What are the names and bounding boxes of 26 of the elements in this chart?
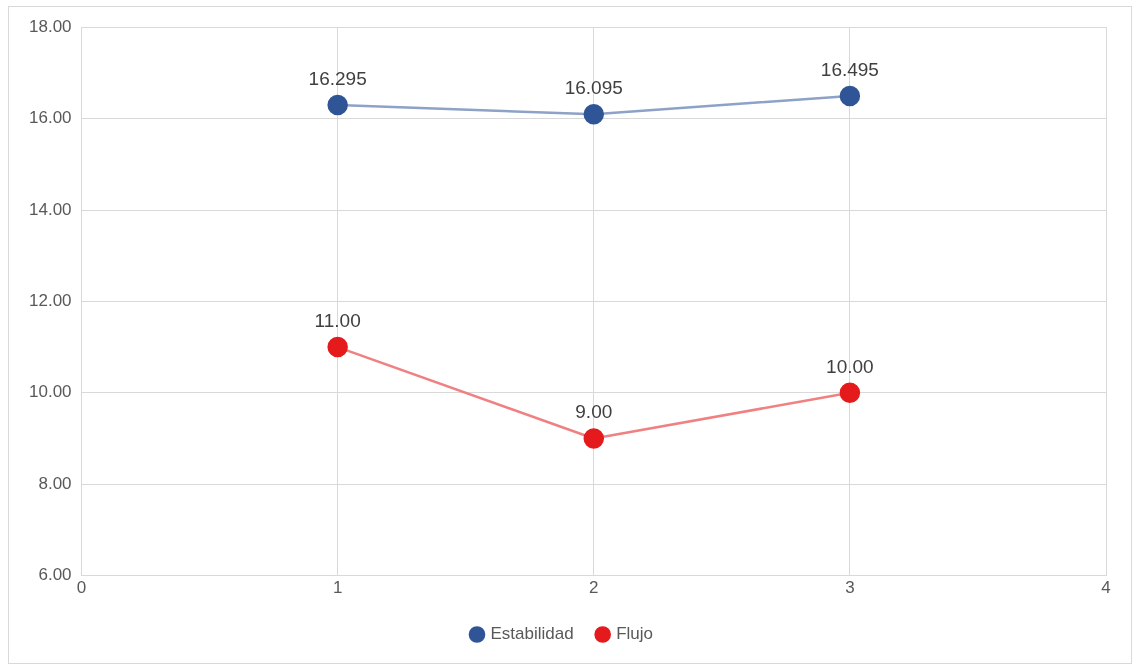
data-label: 16.095 [564,76,623,98]
x-tick-label: 1 [332,578,343,598]
x-tick-label: 2 [589,578,599,598]
y-tick-label: 10.00 [28,382,72,402]
y-tick-label: 6.00 [38,565,72,585]
point [327,94,348,116]
y-tick-label: 18.00 [28,16,72,36]
point [839,382,861,404]
x-tick-label: 0 [76,578,87,598]
x-tick-label: 3 [845,578,855,598]
data-label: 10.00 [826,355,874,377]
point [583,428,605,449]
legend-label: Flujo [616,624,654,644]
y-tick-label: 16.00 [28,108,72,128]
y-tick-label: 14.00 [28,199,72,219]
data-label: 11.00 [314,309,361,331]
point [327,336,348,358]
data-label: 9.00 [575,401,613,423]
x-tick-label: 4 [1101,578,1111,598]
data-label: 16.295 [308,67,367,89]
y-tick-label: 12.00 [28,291,72,311]
legend-label: Estabilidad [490,624,574,644]
data-label: 16.495 [820,58,879,80]
point [583,104,605,125]
y-tick-label: 8.00 [38,473,72,493]
point [839,85,861,107]
